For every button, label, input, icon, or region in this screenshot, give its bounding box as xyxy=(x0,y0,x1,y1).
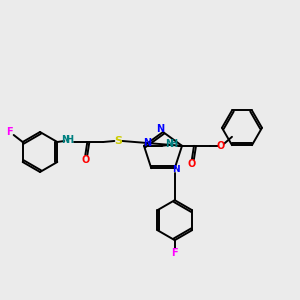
Text: N: N xyxy=(156,124,164,134)
Text: N: N xyxy=(172,165,180,174)
Text: N: N xyxy=(143,138,151,148)
Text: N: N xyxy=(165,139,173,149)
Text: F: F xyxy=(6,127,13,137)
Text: H: H xyxy=(169,139,177,149)
Text: O: O xyxy=(188,159,196,169)
Text: N: N xyxy=(61,135,69,145)
Text: O: O xyxy=(81,155,89,165)
Text: F: F xyxy=(171,248,178,258)
Text: O: O xyxy=(217,141,225,151)
Text: S: S xyxy=(114,136,122,146)
Text: H: H xyxy=(65,135,74,145)
